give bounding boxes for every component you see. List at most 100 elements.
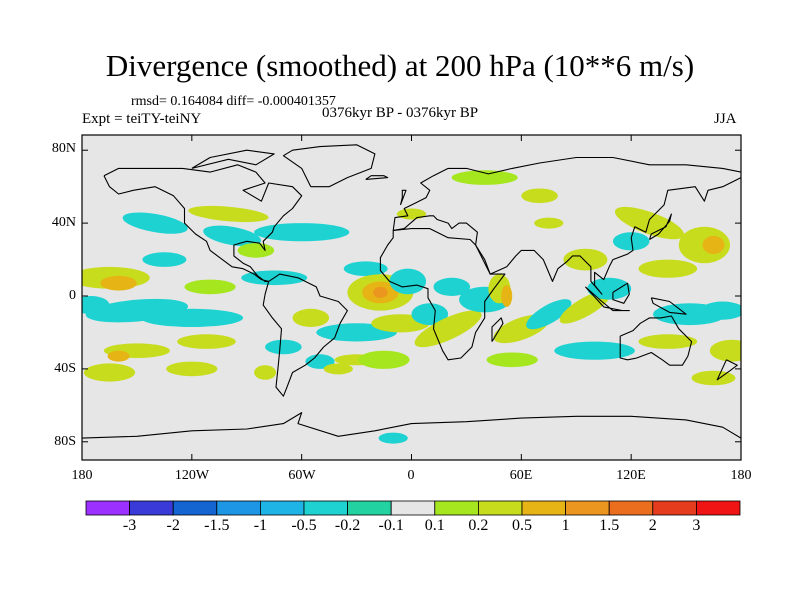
- coastline: [491, 317, 504, 342]
- y-tick-80s: 80S: [54, 434, 76, 449]
- colorbar-swatch: [434, 500, 479, 516]
- colorbar-swatch: [565, 500, 610, 516]
- contour-blob: [177, 334, 236, 349]
- contour-blob: [292, 308, 330, 327]
- contour-blob: [521, 188, 558, 204]
- contour-blob: [396, 208, 427, 220]
- contour-blob: [166, 361, 218, 377]
- contour-blob: [433, 277, 471, 296]
- colorbar-swatch: [129, 500, 174, 516]
- colorbar-swatch: [216, 500, 261, 516]
- colorbar-label: -1.5: [204, 517, 230, 534]
- coastline: [282, 144, 376, 188]
- y-tick-80n: 80N: [51, 141, 76, 156]
- x-tick-180w: 180: [71, 468, 93, 483]
- colorbar-swatch: [477, 500, 523, 516]
- contour-blob: [237, 243, 275, 258]
- contour-blob: [343, 261, 388, 277]
- contour-blob: [614, 206, 685, 240]
- colorbar-label: -2: [166, 517, 180, 534]
- contour-blob: [411, 303, 449, 326]
- x-tick-0: 0: [407, 468, 415, 483]
- coastline: [191, 149, 275, 169]
- contour-blob: [501, 285, 513, 307]
- colorbar-swatch: [259, 500, 305, 516]
- coastline: [619, 315, 693, 366]
- contour-blob: [378, 432, 408, 444]
- coastlines: [82, 144, 741, 439]
- contour-blob: [184, 279, 236, 295]
- contour-blob: [83, 363, 136, 382]
- x-tick-120e: 120E: [616, 468, 646, 483]
- colorbar-swatch: [608, 500, 654, 516]
- contour-blob: [563, 248, 608, 271]
- contour-blob: [254, 223, 350, 242]
- colorbar-label: 2: [648, 517, 657, 534]
- coastline: [379, 228, 506, 361]
- contour-blob: [188, 205, 269, 223]
- contour-blob: [107, 350, 130, 362]
- contour-blob: [638, 259, 698, 278]
- contour-blob: [140, 308, 244, 327]
- coastline: [612, 282, 630, 304]
- colorbar-swatch: [652, 500, 697, 516]
- colorbar-label: -0.5: [291, 517, 317, 534]
- coastline: [262, 273, 348, 397]
- contour-blob: [702, 235, 725, 255]
- contour-blob: [358, 350, 410, 369]
- x-tick-120w: 120W: [174, 468, 210, 483]
- colorbar-label: 0.2: [468, 517, 489, 534]
- contour-blob: [305, 354, 335, 369]
- contour-blob: [265, 339, 302, 355]
- coastline: [365, 175, 389, 180]
- stats-text: rmsd= 0.164084 diff= -0.000401357: [131, 94, 336, 109]
- contour-blob: [100, 275, 137, 291]
- x-tick-60w: 60W: [288, 468, 316, 483]
- colorbar-swatch: [347, 500, 392, 516]
- y-tick-40n: 40N: [51, 215, 76, 230]
- contour-blob: [700, 301, 741, 320]
- coastline: [393, 177, 741, 295]
- contour-blob: [373, 286, 388, 298]
- contour-blob: [554, 341, 635, 360]
- divergence-contours: [82, 170, 741, 444]
- contour-blob: [82, 296, 110, 315]
- map-title: Divergence (smoothed) at 200 hPa (10**6 …: [105, 48, 695, 83]
- contour-blob: [526, 299, 572, 330]
- colorbar-label: 3: [692, 517, 701, 534]
- contour-blob: [486, 352, 538, 368]
- coastline: [648, 213, 672, 240]
- colorbar-swatch: [696, 500, 741, 516]
- colorbar-swatch: [521, 500, 566, 516]
- colorbar-label: -0.1: [378, 517, 404, 534]
- coastline: [716, 359, 738, 381]
- colorbar-label: -3: [122, 517, 137, 534]
- contour-blob: [587, 277, 632, 300]
- colorbar-swatch: [303, 500, 348, 516]
- coastline: [103, 164, 303, 282]
- period-label: 0376kyr BP - 0376kyr BP: [322, 105, 479, 121]
- contour-blob: [142, 252, 187, 267]
- colorbar-label: 1.5: [599, 517, 620, 534]
- colorbar-label: 0.5: [512, 517, 532, 534]
- colorbar-label: -0.2: [334, 517, 361, 534]
- contour-blob: [709, 339, 741, 362]
- colorbar: [85, 500, 741, 516]
- x-tick-180e: 180: [730, 468, 752, 483]
- coastline: [650, 297, 687, 315]
- contour-blob: [414, 310, 482, 348]
- y-tick-40s: 40S: [54, 361, 76, 376]
- experiment-label: Expt = teiTY-teiNY: [82, 111, 202, 127]
- colorbar-swatch: [172, 500, 218, 516]
- contour-blob: [323, 363, 353, 375]
- colorbar-label: 0.1: [424, 517, 445, 534]
- coastline: [392, 156, 741, 231]
- contour-blob: [451, 170, 518, 185]
- contour-blob: [638, 334, 698, 349]
- coastline: [584, 286, 630, 312]
- colorbar-label: -1: [253, 517, 268, 534]
- contour-blob: [389, 268, 427, 295]
- contour-blob: [534, 217, 564, 229]
- x-tick-60e: 60E: [509, 468, 533, 483]
